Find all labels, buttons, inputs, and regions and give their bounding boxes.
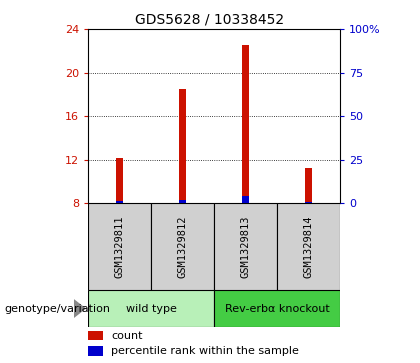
- Bar: [214, 203, 277, 290]
- Bar: [116, 201, 123, 203]
- Text: GSM1329811: GSM1329811: [115, 216, 125, 278]
- Text: GDS5628 / 10338452: GDS5628 / 10338452: [135, 13, 285, 27]
- Bar: [214, 290, 340, 327]
- Text: genotype/variation: genotype/variation: [4, 303, 110, 314]
- Bar: [179, 200, 186, 203]
- Bar: [88, 290, 214, 327]
- Bar: [277, 203, 340, 290]
- Bar: [88, 331, 103, 340]
- Bar: [242, 196, 249, 203]
- Bar: [242, 45, 249, 203]
- Bar: [116, 158, 123, 203]
- Polygon shape: [74, 299, 86, 318]
- Bar: [305, 168, 312, 203]
- Text: wild type: wild type: [126, 303, 177, 314]
- Bar: [179, 89, 186, 203]
- Text: GSM1329813: GSM1329813: [241, 216, 251, 278]
- Text: GSM1329814: GSM1329814: [304, 216, 314, 278]
- Bar: [88, 346, 103, 356]
- Text: count: count: [111, 331, 142, 340]
- Text: percentile rank within the sample: percentile rank within the sample: [111, 346, 299, 356]
- Text: GSM1329812: GSM1329812: [178, 216, 188, 278]
- Text: Rev-erbα knockout: Rev-erbα knockout: [225, 303, 330, 314]
- Bar: [151, 203, 214, 290]
- Bar: [305, 201, 312, 203]
- Bar: [88, 203, 151, 290]
